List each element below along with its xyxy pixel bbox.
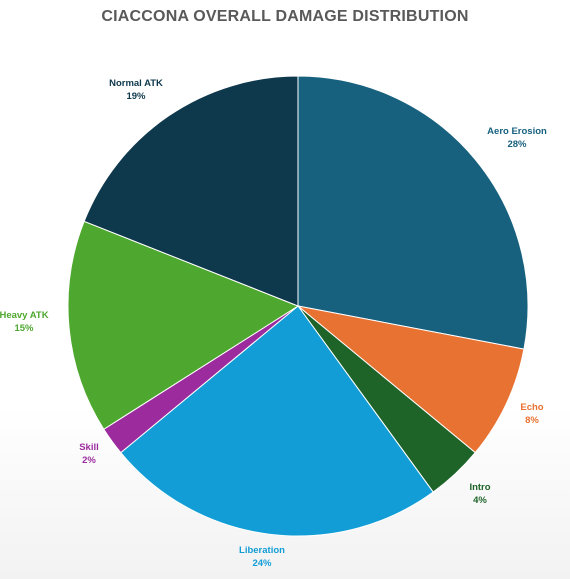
label-heavy-atk-percent: 15% [14, 323, 34, 334]
slice-liberation [120, 305, 434, 537]
slice-normal-atk [83, 75, 299, 307]
slice-echo [297, 305, 525, 454]
pie-labels: Aero Erosion 28% Echo 8% Intro 4% Liberation 24… [0, 78, 547, 569]
label-echo-name: Echo [520, 402, 543, 413]
slice-heavy-atk [67, 220, 300, 430]
label-liberation-percent: 24% [252, 558, 272, 569]
label-aero-erosion-percent: 28% [507, 139, 527, 150]
slice-aero-erosion [297, 75, 529, 350]
label-skill-name: Skill [79, 442, 99, 453]
label-skill-percent: 2% [82, 455, 96, 466]
label-aero-erosion-name: Aero Erosion [487, 126, 547, 137]
label-intro-percent: 4% [473, 495, 487, 506]
chart-title: CIACCONA OVERALL DAMAGE DISTRIBUTION [101, 8, 469, 25]
pie-slices [67, 75, 529, 537]
label-normal-atk-percent: 19% [126, 91, 146, 102]
label-liberation-name: Liberation [239, 545, 285, 556]
label-heavy-atk-name: Heavy ATK [0, 310, 49, 321]
label-echo-percent: 8% [525, 415, 539, 426]
label-intro-name: Intro [469, 482, 490, 493]
label-normal-atk-name: Normal ATK [109, 78, 163, 89]
